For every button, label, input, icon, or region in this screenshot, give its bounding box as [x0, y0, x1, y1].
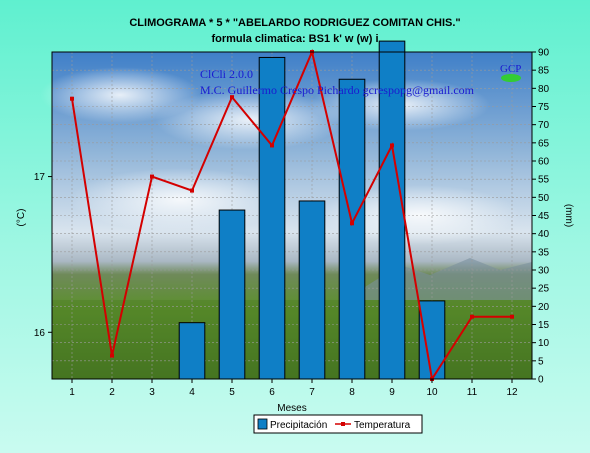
x-tick-label: 2	[109, 387, 115, 398]
legend-label-temperature: Temperatura	[354, 420, 411, 431]
precipitation-bar	[298, 200, 326, 380]
temperature-point	[270, 143, 274, 148]
x-tick-label: 10	[426, 387, 438, 398]
legend-bar-swatch	[257, 418, 268, 430]
x-tick-label: 3	[149, 387, 155, 398]
y-left-axis-label: (°C)	[16, 209, 27, 227]
precipitation-bar	[258, 56, 286, 380]
x-tick-label: 7	[309, 387, 315, 398]
y-right-tick-label: 65	[538, 138, 550, 149]
y-right-tick-label: 70	[538, 120, 550, 131]
y-right-tick-label: 30	[538, 266, 550, 277]
y-right-tick-label: 85	[538, 66, 550, 77]
temperature-point	[390, 143, 394, 148]
logo-text: GCP	[500, 63, 521, 75]
x-axis-label: Meses	[277, 403, 306, 414]
precipitation-bar	[218, 209, 246, 380]
temperature-series-line	[71, 48, 512, 382]
chart-title: CLIMOGRAMA * 5 * "ABELARDO RODRIGUEZ COM…	[129, 17, 461, 29]
axes: 1 2 3 4 5 6 7 8 9 10 11 12Meses05101520253035404550…	[16, 48, 574, 415]
y-right-tick-label: 20	[538, 302, 550, 313]
y-right-tick-label: 40	[538, 229, 550, 240]
temperature-point	[350, 221, 354, 226]
x-tick-label: 1	[69, 387, 75, 398]
legend-label-precipitation: Precipitación	[270, 420, 327, 431]
gcp-logo: GCP	[500, 63, 521, 82]
y-right-tick-label: 75	[538, 102, 550, 113]
x-tick-label: 8	[349, 387, 355, 398]
y-right-tick-label: 60	[538, 157, 550, 168]
legend-line-marker	[341, 422, 345, 426]
precipitation-bar	[378, 40, 406, 380]
y-right-axis-label: (mm)	[563, 204, 574, 227]
precipitation-bar	[338, 78, 366, 380]
y-right-tick-label: 35	[538, 247, 550, 258]
x-tick-label: 11	[467, 387, 478, 398]
y-right-tick-label: 45	[538, 211, 550, 222]
watermark-version: ClCli 2.0.0	[200, 67, 253, 81]
temperature-point	[470, 314, 474, 319]
x-tick-label: 12	[506, 387, 518, 398]
x-tick-label: 9	[389, 387, 395, 398]
y-left-tick-label: 17	[34, 172, 46, 183]
temperature-point	[110, 353, 114, 358]
temperature-point	[510, 314, 514, 319]
y-right-tick-label: 25	[538, 284, 550, 295]
y-right-tick-label: 55	[538, 175, 550, 186]
legend: Precipitación Temperatura	[253, 414, 423, 434]
y-right-tick-label: 80	[538, 84, 550, 95]
x-tick-label: 4	[189, 387, 195, 398]
precipitation-bar	[418, 300, 446, 380]
x-tick-label: 5	[229, 387, 235, 398]
y-left-tick-label: 16	[34, 328, 46, 339]
y-right-tick-label: 50	[538, 193, 550, 204]
y-right-tick-label: 90	[538, 48, 550, 59]
y-right-tick-label: 15	[538, 320, 550, 331]
chart-subtitle: formula climatica: BS1 k' w (w) i	[211, 33, 379, 45]
precipitation-bars	[178, 40, 446, 380]
x-tick-label: 6	[269, 387, 275, 398]
temperature-point	[190, 188, 194, 193]
temperature-point	[70, 96, 74, 101]
y-right-tick-label: 10	[538, 338, 550, 349]
y-right-tick-label: 0	[538, 375, 544, 386]
watermark: ClCli 2.0.0 M.C. Guillermo Crespo Pichar…	[200, 67, 475, 97]
y-right-tick-label: 5	[538, 356, 544, 367]
precipitation-bar	[178, 322, 206, 380]
temperature-point	[150, 174, 154, 179]
watermark-author: M.C. Guillermo Crespo Pichardo gcrespopg…	[200, 83, 475, 97]
logo-leaf-icon	[501, 74, 521, 82]
temperature-point	[230, 95, 234, 100]
